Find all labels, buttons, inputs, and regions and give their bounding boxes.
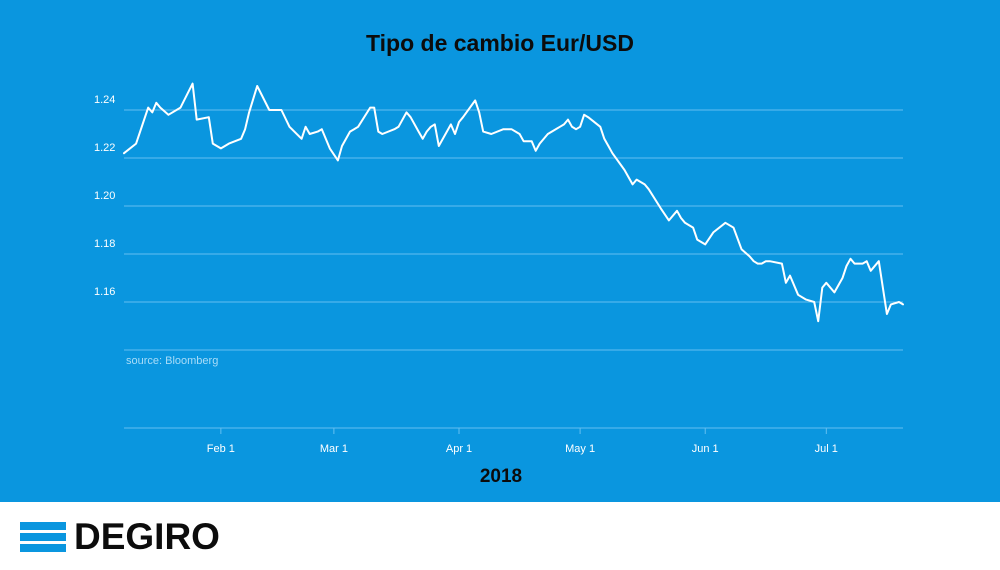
eurusd-chart: Tipo de cambio Eur/USD 1.161.181.201.221…	[94, 30, 904, 487]
x-tick-label: Mar 1	[320, 443, 348, 455]
brand-name: DEGIRO	[74, 516, 220, 557]
degiro-logo[interactable]: DEGIRO	[20, 516, 220, 557]
x-axis-label: 2018	[480, 466, 522, 487]
x-tick-label: Jul 1	[815, 443, 838, 455]
series-line-eurusd	[123, 82, 904, 323]
chart-panel: Tipo de cambio Eur/USD 1.16 1.18 1.20 1.22 1…	[0, 0, 1000, 502]
gridlines	[124, 109, 903, 351]
degiro-logo-icon	[20, 522, 66, 552]
x-tick-label: May 1	[565, 443, 595, 455]
x-tick-label: Feb 1	[207, 443, 235, 455]
y-tick-label: 1.18	[94, 238, 115, 250]
y-tick-label: 1.16	[94, 286, 115, 298]
x-tick-label: Apr 1	[446, 443, 472, 455]
chart-title: Tipo de cambio Eur/USD	[366, 30, 634, 56]
footer: DEGIRO	[0, 502, 1000, 570]
y-tick-label: 1.24	[94, 94, 115, 106]
source-note: source: Bloomberg	[126, 355, 218, 367]
y-tick-label: 1.22	[94, 142, 115, 154]
y-axis-ticks: 1.16 1.18 1.20 1.22 1.24	[94, 94, 115, 298]
x-axis-ticks: Feb 1 Mar 1 Apr 1 May 1 Jun 1 Jul 1	[207, 428, 838, 455]
x-tick-label: Jun 1	[692, 443, 719, 455]
y-tick-label: 1.20	[94, 190, 115, 202]
